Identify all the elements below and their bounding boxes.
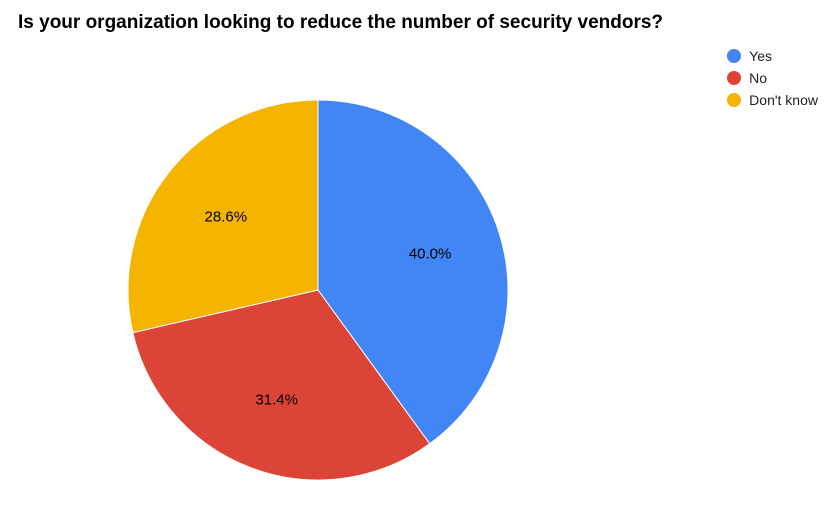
legend-item: No [727,70,818,86]
legend-swatch [727,49,741,63]
legend-item: Yes [727,48,818,64]
slice-label: 31.4% [255,392,298,409]
legend-swatch [727,71,741,85]
legend-label: Don't know [749,92,818,108]
legend-item: Don't know [727,92,818,108]
slice-label: 28.6% [205,208,248,225]
legend-label: Yes [749,48,772,64]
legend: Yes No Don't know [727,48,818,114]
legend-swatch [727,93,741,107]
slice-label: 40.0% [409,245,452,262]
pie-chart [118,90,518,490]
pie-svg [118,90,518,490]
legend-label: No [749,70,767,86]
chart-title: Is your organization looking to reduce t… [18,12,663,34]
